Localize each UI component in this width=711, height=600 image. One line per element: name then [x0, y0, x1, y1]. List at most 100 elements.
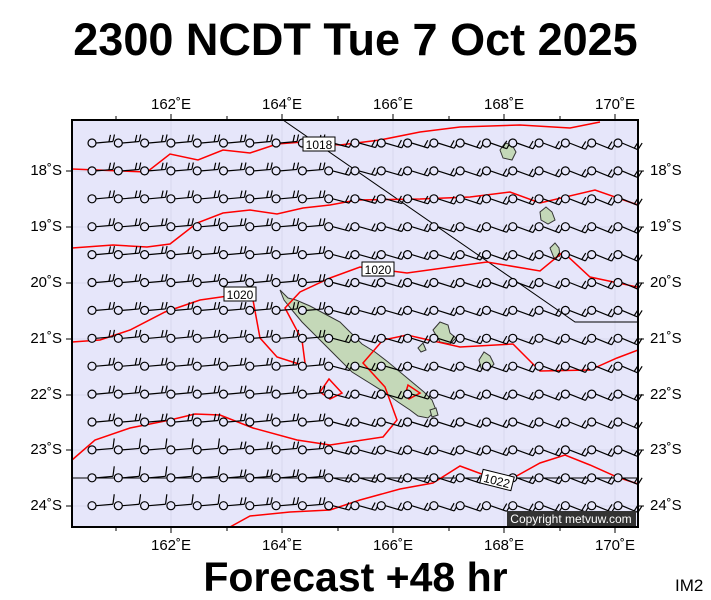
- station-circle-icon: [403, 305, 413, 315]
- wind-barb-icon: [508, 389, 538, 401]
- wind-barb-icon: [245, 469, 273, 483]
- wind-barb-icon: [297, 329, 326, 343]
- wind-barb-icon: [271, 385, 300, 399]
- station-circle-icon: [245, 138, 255, 148]
- station-circle-icon: [376, 473, 386, 483]
- isobar-labels: 1018 1020 1020 1022: [223, 136, 515, 492]
- station-circle-icon: [245, 194, 255, 204]
- station-circle-icon: [192, 417, 202, 427]
- station-circle-icon: [324, 166, 334, 176]
- wind-barb-icon: [481, 138, 512, 150]
- station-circle-icon: [560, 389, 571, 399]
- wind-barb-icon: [192, 134, 221, 148]
- wind-barb-icon: [403, 473, 433, 484]
- station-circle-icon: [429, 445, 439, 455]
- wind-barb-icon: [560, 501, 591, 513]
- wind-barb-icon: [560, 166, 591, 178]
- station-circle-icon: [113, 250, 123, 260]
- axis-ticks: [66, 114, 644, 533]
- station-circle-icon: [587, 305, 597, 315]
- isobar-value: 1020: [365, 263, 392, 277]
- station-circle-icon: [297, 389, 307, 399]
- station-circle-icon: [560, 501, 571, 511]
- isobar-value: 1018: [306, 138, 333, 152]
- wind-barb-icon: [218, 301, 247, 315]
- latitude-label-right: 18˚S: [650, 162, 682, 179]
- station-circle-icon: [87, 194, 97, 204]
- station-circle-icon: [481, 501, 492, 511]
- station-circle-icon: [455, 305, 465, 315]
- wind-barb-icon: [140, 438, 168, 455]
- station-circle-icon: [297, 333, 307, 343]
- station-circle-icon: [192, 250, 202, 260]
- station-circle-icon: [481, 194, 492, 204]
- wind-barb-icon: [271, 162, 300, 176]
- station-circle-icon: [140, 389, 150, 399]
- wind-barb-icon: [587, 277, 617, 290]
- wind-barb-icon: [245, 441, 273, 455]
- station-circle-icon: [508, 194, 518, 204]
- longitude-label-top: 170˚E: [594, 96, 636, 113]
- wind-barb-icon: [87, 273, 116, 288]
- station-circle-icon: [429, 250, 439, 260]
- wind-barb-icon: [218, 469, 247, 483]
- wind-barb-icon: [245, 413, 273, 427]
- station-circle-icon: [140, 166, 150, 176]
- station-circle-icon: [481, 361, 492, 371]
- station-circle-icon: [87, 166, 97, 176]
- station-circle-icon: [218, 166, 229, 176]
- wind-barb-icon: [271, 497, 300, 511]
- station-circle-icon: [560, 361, 571, 371]
- station-circle-icon: [166, 250, 176, 260]
- wind-barb-icon: [140, 273, 168, 288]
- station-circle-icon: [192, 445, 202, 455]
- station-circle-icon: [113, 417, 123, 427]
- station-circle-icon: [587, 473, 597, 483]
- station-circle-icon: [429, 194, 439, 204]
- station-circle-icon: [140, 473, 150, 483]
- station-circle-icon: [218, 333, 229, 343]
- station-circle-icon: [192, 361, 202, 371]
- island-isle-of-pines: [429, 407, 439, 418]
- latitude-label-right: 22˚S: [650, 386, 682, 403]
- station-circle-icon: [403, 361, 413, 371]
- wind-barb-icon: [192, 413, 221, 427]
- station-circle-icon: [271, 389, 281, 399]
- station-circle-icon: [587, 333, 597, 343]
- station-circle-icon: [403, 138, 413, 148]
- wind-barb-icon: [113, 357, 142, 371]
- station-circle-icon: [560, 166, 571, 176]
- wind-barb-icon: [166, 494, 194, 511]
- station-circle-icon: [403, 501, 413, 511]
- station-circle-icon: [376, 501, 386, 511]
- wind-barb-icon: [429, 417, 459, 428]
- station-circle-icon: [534, 138, 544, 148]
- station-circle-icon: [534, 194, 544, 204]
- station-circle-icon: [324, 389, 334, 399]
- station-circle-icon: [376, 222, 386, 232]
- station-circle-icon: [297, 194, 307, 204]
- wind-barb-icon: [140, 329, 168, 343]
- wind-barb-icon: [481, 194, 512, 206]
- station-circle-icon: [403, 277, 413, 288]
- station-circle-icon: [455, 222, 465, 232]
- station-circle-icon: [166, 222, 176, 232]
- station-circle-icon: [87, 389, 97, 399]
- station-circle-icon: [166, 473, 176, 483]
- station-circle-icon: [508, 501, 518, 511]
- wind-barb-icon: [587, 445, 617, 457]
- wind-barb-icon: [455, 361, 485, 373]
- wind-barb-icon: [166, 438, 194, 455]
- wind-barb-icon: [271, 469, 300, 483]
- wind-barb-icon: [560, 361, 591, 374]
- station-circle-icon: [455, 361, 465, 371]
- station-circle-icon: [87, 305, 97, 315]
- wind-barb-icon: [218, 441, 247, 455]
- station-circle-icon: [324, 250, 334, 260]
- station-circle-icon: [534, 333, 544, 343]
- station-circle-icon: [192, 277, 202, 288]
- wind-barb-icon: [166, 329, 194, 343]
- station-circle-icon: [271, 194, 281, 204]
- station-circle-icon: [508, 389, 518, 399]
- latitude-label-right: 19˚S: [650, 218, 682, 235]
